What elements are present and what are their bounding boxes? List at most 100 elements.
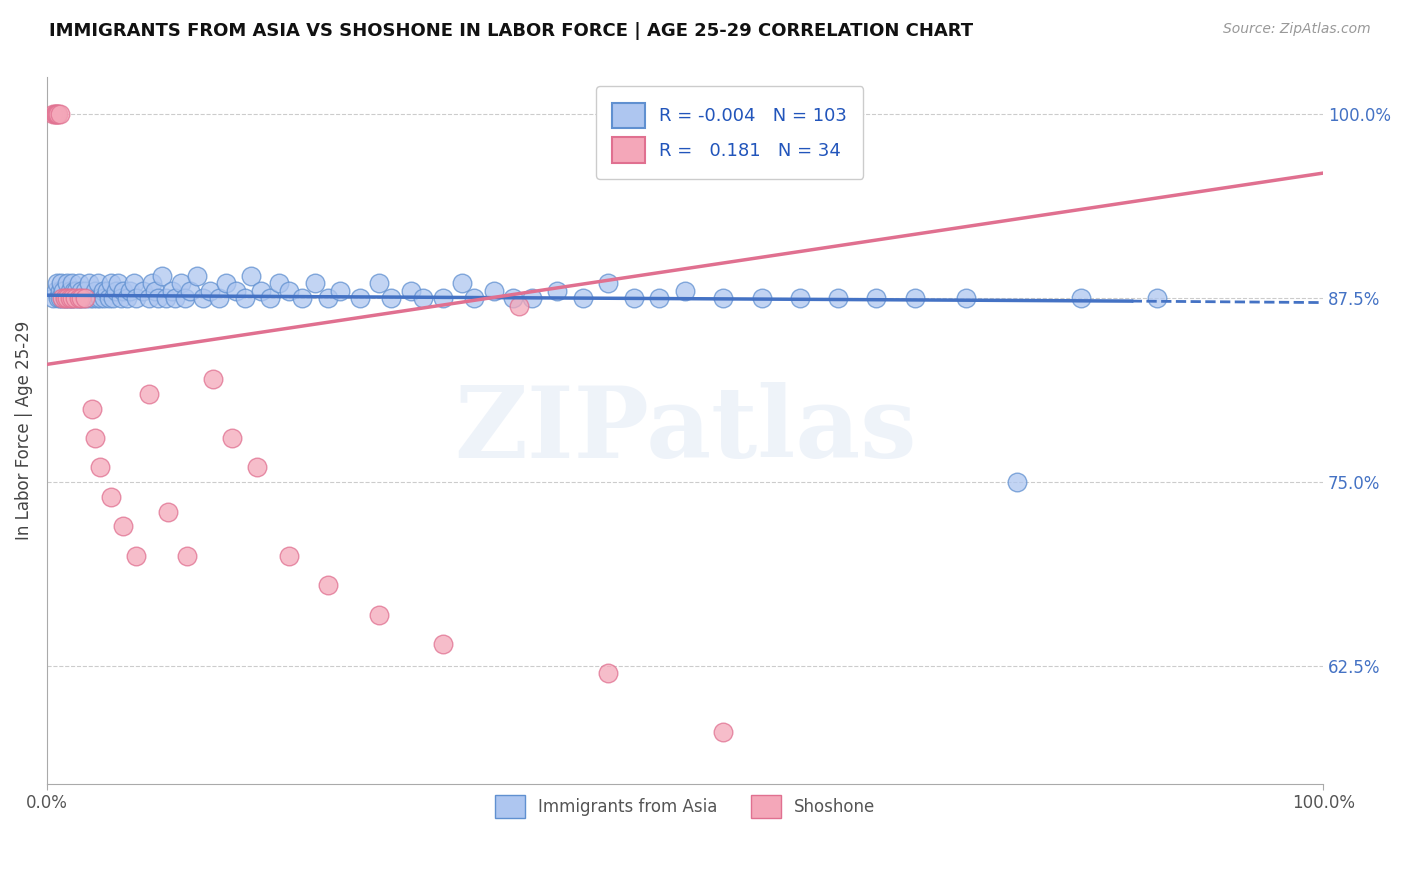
Point (62, 277, 84, 291)
Point (46, 107, 69, 121)
Point (233, 291, 256, 305)
Point (157, 504, 180, 518)
Point (112, 519, 135, 533)
Point (751, 291, 773, 305)
Point (138, 386, 160, 401)
Point (77, 277, 100, 291)
Point (66, 291, 89, 305)
Point (520, 291, 543, 305)
Point (117, 291, 139, 305)
Point (789, 291, 811, 305)
Point (316, 578, 339, 592)
Point (572, 291, 595, 305)
Point (75, 291, 97, 305)
Point (240, 269, 263, 284)
Point (49, 277, 72, 291)
Point (225, 284, 247, 298)
Point (711, 291, 734, 305)
Point (598, 666, 620, 681)
Point (179, 284, 201, 298)
Point (191, 291, 214, 305)
Point (623, 291, 645, 305)
Point (1146, 291, 1168, 305)
Point (349, 291, 371, 305)
Point (145, 284, 167, 298)
Point (48, 284, 70, 298)
Point (125, 291, 148, 305)
Point (100, 490, 122, 504)
Point (367, 277, 389, 291)
Point (98, 291, 121, 305)
Point (89, 460, 111, 475)
Point (84, 284, 107, 298)
Point (304, 277, 326, 291)
Point (170, 277, 193, 291)
Point (118, 284, 141, 298)
Point (160, 284, 183, 298)
Point (827, 291, 849, 305)
Point (131, 284, 153, 298)
Point (75, 291, 97, 305)
Point (150, 269, 173, 284)
Point (278, 284, 301, 298)
Point (62, 284, 84, 298)
Point (96, 284, 118, 298)
Point (110, 291, 132, 305)
Point (463, 291, 485, 305)
Legend: Immigrants from Asia, Shoshone: Immigrants from Asia, Shoshone (488, 788, 882, 825)
Point (482, 284, 505, 298)
Point (502, 291, 524, 305)
Point (412, 291, 434, 305)
Point (246, 460, 269, 475)
Point (56, 291, 79, 305)
Point (80, 401, 103, 416)
Point (432, 291, 454, 305)
Point (69, 291, 91, 305)
Point (104, 284, 127, 298)
Point (141, 277, 163, 291)
Point (45, 107, 67, 121)
Point (67, 291, 90, 305)
Point (173, 291, 195, 305)
Point (329, 284, 352, 298)
Point (72, 291, 94, 305)
Point (146, 291, 169, 305)
Point (450, 277, 472, 291)
Point (904, 291, 927, 305)
Point (221, 431, 243, 445)
Point (1070, 291, 1092, 305)
Point (432, 637, 454, 651)
Point (62, 291, 84, 305)
Point (112, 284, 135, 298)
Point (508, 299, 530, 313)
Point (955, 291, 977, 305)
Point (278, 549, 301, 563)
Point (82, 291, 104, 305)
Point (598, 277, 620, 291)
Point (100, 277, 122, 291)
Point (48, 107, 70, 121)
Point (200, 284, 222, 298)
Point (648, 291, 671, 305)
Point (59, 284, 82, 298)
Point (58, 291, 80, 305)
Point (42, 291, 65, 305)
Point (711, 725, 734, 739)
Point (89, 291, 111, 305)
Point (46, 277, 69, 291)
Point (93, 291, 115, 305)
Point (214, 277, 236, 291)
Y-axis label: In Labor Force | Age 25-29: In Labor Force | Age 25-29 (15, 321, 32, 541)
Point (51, 291, 73, 305)
Point (65, 284, 87, 298)
Point (546, 284, 568, 298)
Point (60, 291, 83, 305)
Text: ZIPatlas: ZIPatlas (454, 382, 917, 479)
Point (176, 549, 198, 563)
Point (673, 284, 696, 298)
Point (75, 284, 97, 298)
Point (103, 291, 125, 305)
Point (87, 277, 110, 291)
Point (86, 291, 108, 305)
Point (1005, 475, 1028, 489)
